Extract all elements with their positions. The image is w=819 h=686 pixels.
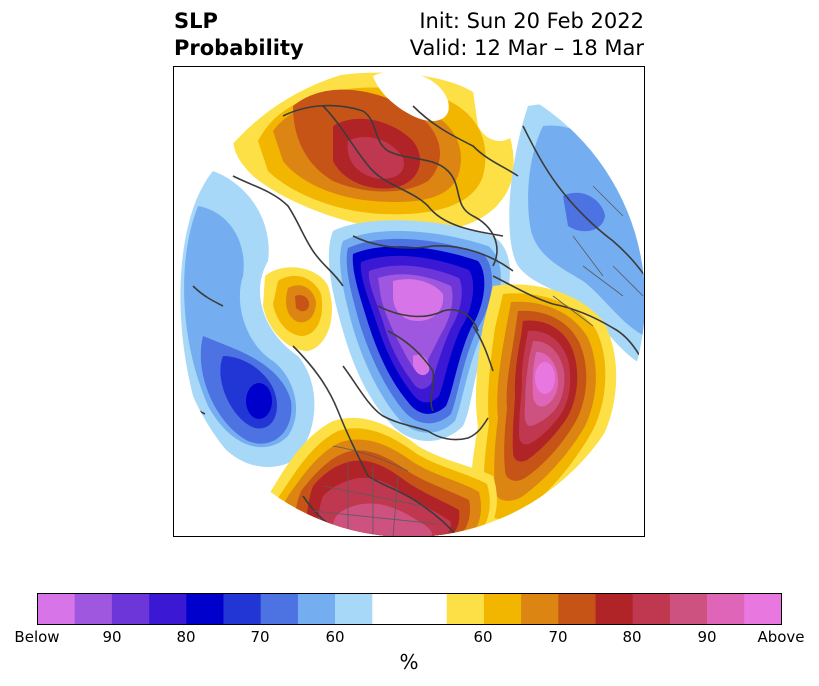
map-panel — [173, 66, 645, 537]
colorbar-swatch — [446, 593, 485, 625]
colorbar-swatch — [186, 593, 224, 625]
pacific-low-anomaly — [180, 171, 315, 468]
colorbar-swatches — [37, 593, 782, 625]
colorbar-tick: 60 — [325, 628, 345, 646]
colorbar-swatch — [744, 593, 782, 625]
country-borders — [312, 185, 644, 537]
colorbar-swatch — [558, 593, 596, 625]
colorbar-tick: 90 — [102, 628, 122, 646]
probability-map — [173, 66, 645, 537]
valid-range: Valid: 12 Mar – 18 Mar — [409, 36, 644, 60]
colorbar-tick: 70 — [548, 628, 568, 646]
arctic-low-anomaly — [328, 220, 510, 441]
colorbar-swatch — [260, 593, 299, 625]
colorbar-tick: 80 — [622, 628, 642, 646]
init-date: Init: Sun 20 Feb 2022 — [419, 9, 644, 33]
colorbar-outline — [37, 593, 782, 625]
colorbar-tick: Below — [14, 628, 60, 646]
colorbar-swatch — [632, 593, 671, 625]
colorbar-tick: 70 — [250, 628, 270, 646]
colorbar-unit-label: % — [399, 650, 419, 674]
chart-title: SLP Probability — [174, 8, 304, 62]
colorbar-swatch — [483, 593, 522, 625]
map-border — [173, 66, 645, 537]
colorbar-swatch — [409, 593, 447, 625]
colorbar — [37, 593, 782, 629]
colorbar-tick: 60 — [473, 628, 493, 646]
title-line-2: Probability — [174, 36, 304, 60]
colorbar-tick: Above — [757, 628, 805, 646]
date-info: Init: Sun 20 Feb 2022 Valid: 12 Mar – 18… — [410, 8, 644, 62]
colorbar-swatch — [669, 593, 708, 625]
colorbar-swatch — [74, 593, 113, 625]
colorbar-swatch — [297, 593, 336, 625]
colorbar-swatch — [372, 593, 410, 625]
colorbar-swatch — [595, 593, 633, 625]
colorbar-swatch — [149, 593, 187, 625]
colorbar-swatch — [223, 593, 261, 625]
colorbar-swatch — [111, 593, 150, 625]
title-line-1: SLP — [174, 9, 218, 33]
western-warm-anomaly — [263, 267, 332, 351]
colorbar-swatch — [335, 593, 373, 625]
colorbar-swatch — [707, 593, 745, 625]
colorbar-swatch — [521, 593, 559, 625]
colorbar-tick: 80 — [176, 628, 196, 646]
atlantic-high-anomaly — [233, 71, 518, 232]
colorbar-swatch — [37, 593, 75, 625]
colorbar-tick: 90 — [697, 628, 717, 646]
